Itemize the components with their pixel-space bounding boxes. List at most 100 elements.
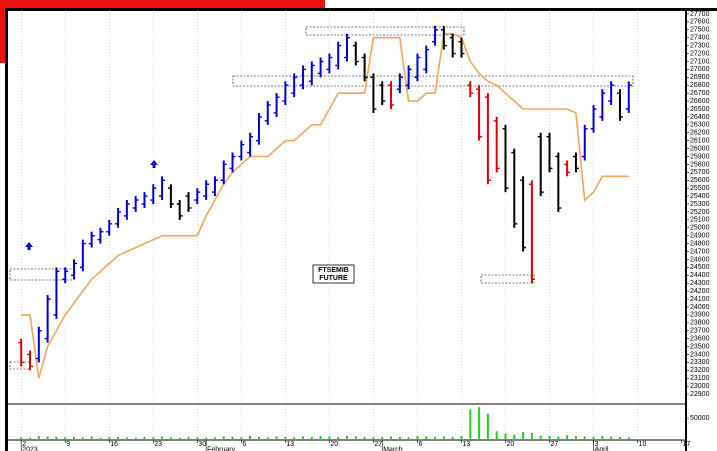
ohlc-bar	[388, 81, 395, 109]
ohlc-bar	[264, 101, 271, 125]
ohlc-bar	[379, 81, 386, 106]
volume-bar	[134, 437, 137, 440]
zone	[232, 75, 634, 87]
y-tick-label: 25000	[690, 225, 710, 232]
y-tick-label: 24200	[690, 288, 710, 295]
ohlc-bar	[44, 295, 51, 343]
y-tick-label: 27600	[690, 19, 710, 26]
marks	[18, 25, 632, 440]
volume-bar	[442, 436, 445, 440]
y-tick-label: 23000	[690, 383, 710, 390]
x-tick-label: 9	[66, 441, 70, 448]
y-tick-label: 27300	[690, 42, 710, 49]
y-tick-label: 24300	[690, 280, 710, 287]
volume-bar	[20, 437, 23, 440]
volume-bar	[275, 436, 278, 440]
volume-bar	[407, 437, 410, 440]
volume-bar	[478, 407, 481, 440]
zone	[9, 268, 75, 281]
y-tick-label: 26500	[690, 106, 710, 113]
ohlc-bar	[71, 259, 78, 280]
ohlc-bar	[476, 85, 483, 141]
x-tick-label: 13	[286, 441, 294, 448]
y-tick-label: 23800	[690, 320, 710, 327]
y-tick-label: 25300	[690, 201, 710, 208]
y-tick-label: 27400	[690, 35, 710, 42]
y-tick-label: 26300	[690, 122, 710, 129]
ohlc-bar	[555, 152, 562, 212]
ohlc-bar	[361, 53, 368, 82]
ohlc-bar	[123, 200, 130, 220]
x-tick-label: 2	[22, 441, 26, 448]
grid: 2290023000231002320023300234002350023600…	[20, 10, 710, 451]
y-tick-label: 26100	[690, 138, 710, 145]
x-tick-label: 27	[374, 441, 382, 448]
y-tick-label: 24900	[690, 233, 710, 240]
ohlc-bar	[520, 176, 527, 252]
volume-bar	[425, 436, 428, 440]
volume-bar	[213, 437, 216, 440]
ohlc-bar	[62, 267, 69, 284]
volume-bar	[46, 436, 49, 440]
ohlc-bar	[211, 176, 218, 197]
volume-bar	[73, 436, 76, 440]
y-tick-label: 24500	[690, 264, 710, 271]
trailing-line	[21, 33, 629, 379]
volume-bar	[205, 437, 208, 440]
x-tick-label: 6	[418, 441, 422, 448]
volume-bar	[64, 437, 67, 440]
ohlc-bar	[53, 267, 60, 319]
annotation: FUTURE	[319, 275, 348, 282]
volume-bar	[143, 436, 146, 440]
ohlc-bar	[528, 180, 535, 284]
y-tick-label: 24600	[690, 256, 710, 263]
y-tick-label: 23900	[690, 312, 710, 319]
volume-bar	[257, 436, 260, 440]
volume-bar	[152, 437, 155, 440]
y-tick-label: 25800	[690, 161, 710, 168]
y-tick-label: 24000	[690, 304, 710, 311]
x-tick-label: 17	[683, 441, 691, 448]
volume-bar	[37, 436, 40, 440]
volume-bar	[363, 436, 366, 440]
ohlc-bar	[599, 89, 606, 121]
ohlc-bar	[616, 89, 623, 121]
zone	[9, 361, 31, 370]
y-tick-label: 23700	[690, 328, 710, 335]
ohlc-bar	[502, 124, 509, 193]
y-tick-label: 23400	[690, 351, 710, 358]
y-tick-label: 27500	[690, 27, 710, 34]
volume-bar	[530, 433, 533, 440]
ohlc-bar	[546, 132, 553, 173]
month-label: March	[383, 446, 403, 451]
x-tick-label: 20	[330, 441, 338, 448]
ohlc-bar	[414, 53, 421, 82]
volume-bar	[522, 432, 525, 440]
annotation-box	[312, 264, 355, 284]
ohlc-bar	[581, 124, 588, 161]
y-tick-label: 24100	[690, 296, 710, 303]
ohlc-bar	[141, 192, 148, 208]
volume-bar	[486, 413, 489, 440]
volume-bar	[81, 437, 84, 440]
volume-bar	[29, 437, 32, 440]
ohlc-bar	[273, 93, 280, 117]
ohlc-bar	[344, 33, 350, 62]
ohlc-bar	[88, 231, 95, 248]
volume-bar	[381, 436, 384, 440]
x-tick-label: 13	[462, 441, 470, 448]
volume-bar	[592, 436, 595, 440]
ohlc-bar	[176, 200, 183, 220]
volume-bar	[460, 436, 463, 440]
volume-bar	[55, 436, 58, 440]
y-tick-label: 25600	[690, 177, 710, 184]
volume-bar	[627, 437, 630, 440]
ohlc-bar	[537, 132, 544, 197]
volume-bar	[416, 436, 419, 440]
volume-bar	[618, 436, 621, 440]
volume-bar	[196, 437, 199, 440]
ohlc-bar	[282, 81, 289, 106]
volume-bar	[187, 436, 190, 440]
